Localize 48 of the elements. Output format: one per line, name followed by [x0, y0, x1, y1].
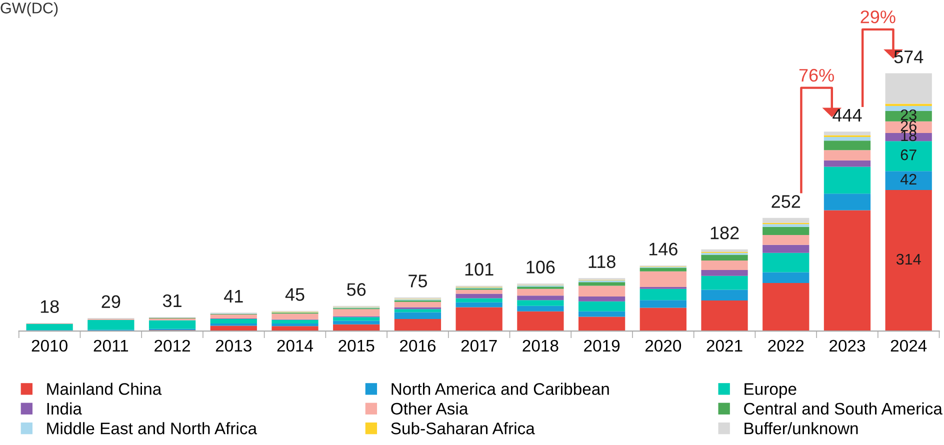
- legend-label: Buffer/unknown: [744, 422, 858, 434]
- legend-label: North America and Caribbean: [392, 382, 609, 395]
- x-tick-label: 2021: [706, 340, 742, 352]
- total-label: 106: [526, 260, 555, 274]
- legend-label: India: [47, 402, 82, 415]
- total-label: 252: [772, 195, 800, 208]
- x-tick-label: 2017: [461, 340, 497, 352]
- total-label: 118: [588, 255, 616, 268]
- legend-label: Central and South America: [744, 402, 942, 415]
- total-label: 574: [894, 50, 924, 64]
- legend-label: Mainland China: [47, 382, 162, 395]
- total-label: 29: [102, 295, 120, 308]
- legend-label: Europe: [744, 383, 796, 398]
- legend-label: Other Asia: [391, 402, 468, 415]
- total-label: 101: [465, 262, 494, 276]
- data-label: 23: [900, 109, 916, 120]
- x-tick-label: 2018: [522, 340, 558, 352]
- data-label: 42: [900, 174, 916, 185]
- legend-label: Middle East and North Africa: [47, 422, 258, 434]
- x-tick-label: 2011: [94, 340, 128, 352]
- x-tick-label: 2010: [32, 340, 68, 352]
- legend-label: Sub-Saharan Africa: [391, 422, 535, 434]
- x-tick-label: 2020: [645, 340, 682, 352]
- x-tick-label: 2013: [216, 340, 252, 352]
- total-label: 182: [710, 226, 739, 240]
- total-label: 31: [162, 294, 182, 308]
- x-tick-label: 2016: [400, 340, 436, 352]
- total-label: 146: [649, 242, 678, 256]
- data-label: 67: [900, 149, 916, 160]
- data-label: 26: [900, 120, 916, 132]
- total-label: 444: [832, 109, 862, 122]
- data-label: 314: [896, 254, 921, 265]
- total-label: 41: [224, 290, 243, 302]
- total-label: 18: [40, 300, 59, 313]
- x-tick-label: 2014: [277, 340, 314, 352]
- x-tick-label: 2012: [154, 340, 190, 352]
- annotation: 29%: [860, 10, 896, 24]
- annotation: 76%: [799, 68, 834, 82]
- x-tick-label: 2024: [890, 340, 927, 352]
- total-label: 56: [347, 283, 366, 296]
- x-tick-label: 2015: [338, 340, 374, 352]
- total-label: 75: [408, 274, 428, 288]
- x-tick-label: 2022: [768, 340, 804, 352]
- y-axis-title: GW(DC): [0, 2, 58, 16]
- data-label: 18: [901, 130, 916, 142]
- x-tick-label: 2023: [830, 340, 866, 352]
- total-label: 45: [285, 288, 304, 301]
- x-tick-label: 2019: [584, 340, 620, 352]
